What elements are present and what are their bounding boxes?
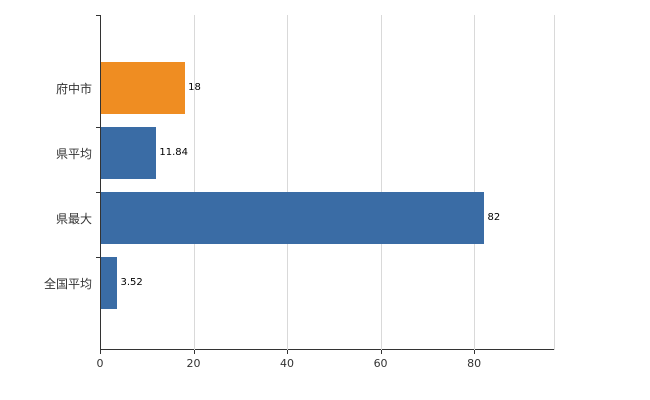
x-tick-label: 80 bbox=[467, 357, 482, 370]
y-tick-mark bbox=[96, 191, 100, 193]
category-label: 県平均 bbox=[55, 147, 92, 161]
y-tick-mark bbox=[96, 126, 100, 128]
plot-area: 18 11.84 82 3.52 bbox=[96, 15, 555, 354]
plot-right-border bbox=[554, 15, 555, 350]
category-label: 府中市 bbox=[55, 82, 92, 96]
gridline bbox=[380, 15, 382, 350]
bar bbox=[101, 192, 485, 244]
x-tick-label: 40 bbox=[280, 357, 295, 370]
y-axis-line bbox=[100, 15, 101, 350]
gridline bbox=[287, 15, 289, 350]
gridline bbox=[474, 15, 476, 350]
y-tick-mark bbox=[96, 15, 100, 16]
x-tick-label: 60 bbox=[373, 357, 388, 370]
bar-value-label: 82 bbox=[487, 212, 501, 223]
x-tick-mark bbox=[474, 350, 476, 354]
x-tick-mark bbox=[100, 350, 101, 354]
y-tick-mark bbox=[96, 256, 100, 258]
x-tick-mark bbox=[380, 350, 382, 354]
bar bbox=[101, 257, 118, 309]
category-label: 全国平均 bbox=[43, 277, 92, 291]
bar-value-label: 18 bbox=[188, 82, 201, 93]
bar bbox=[101, 127, 157, 179]
category-label: 県最大 bbox=[55, 212, 92, 226]
bar-value-label: 3.52 bbox=[120, 277, 143, 288]
x-tick-label: 20 bbox=[186, 357, 201, 370]
x-tick-label: 0 bbox=[96, 357, 104, 370]
x-tick-mark bbox=[287, 350, 289, 354]
bar-value-label: 11.84 bbox=[159, 147, 188, 158]
gridline bbox=[193, 15, 195, 350]
bar bbox=[101, 62, 186, 114]
x-axis-line bbox=[100, 349, 555, 350]
x-tick-mark bbox=[193, 350, 195, 354]
